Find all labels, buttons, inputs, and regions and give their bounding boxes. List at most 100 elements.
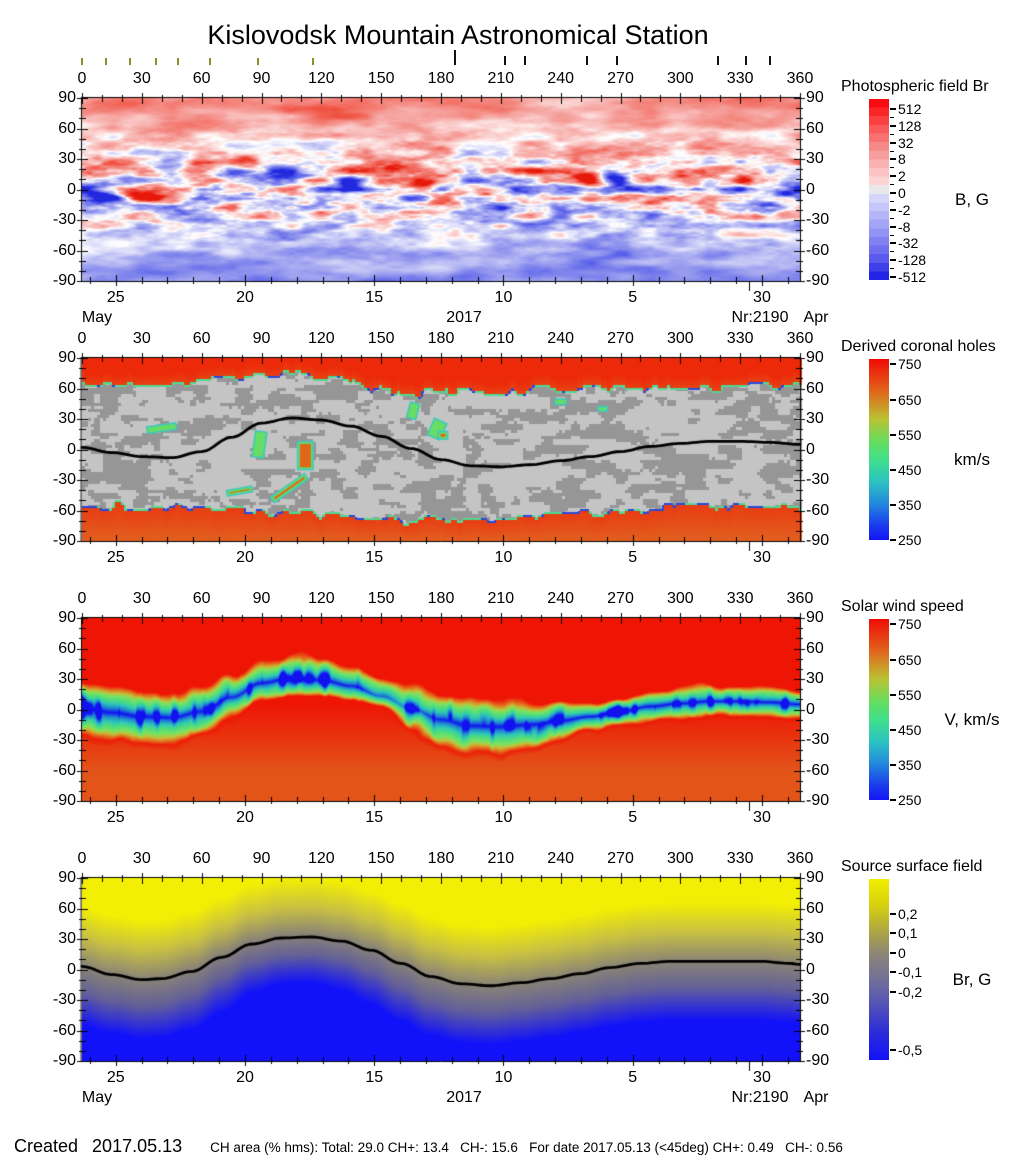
solar-wind-speed-colorbar (869, 619, 889, 800)
footer: Created 2017.05.13 CH area (% hms): Tota… (14, 1136, 843, 1157)
lat-tick-label-right: -90 (806, 272, 830, 289)
lat-tick-label-left: 30 (58, 410, 76, 427)
day-tick-label: 25 (106, 809, 125, 826)
colorbar-tick (890, 1049, 896, 1052)
colorbar-tick-label: 0 (898, 945, 906, 962)
observation-tick-olive (104, 58, 107, 65)
colorbar-tick-label: 450 (898, 721, 922, 738)
lat-tick-label-right: -90 (806, 792, 830, 809)
lon-tick-label: 270 (607, 590, 634, 607)
year-label: 2017 (446, 1089, 482, 1106)
colorbar-tick-label: 250 (898, 792, 922, 808)
lon-tick-label: 360 (786, 850, 814, 867)
lat-tick-label-left: 0 (30, 961, 76, 979)
lon-tick-label: 210 (487, 70, 515, 87)
lat-tick-label-right: 0 (806, 960, 815, 978)
rotation-number: Nr:2190 (731, 309, 789, 326)
source-surface-field-colorbar (869, 879, 889, 1060)
observation-tick-black (615, 56, 618, 65)
lon-tick-label: 180 (427, 330, 455, 347)
day-tick-label: 25 (106, 289, 125, 306)
colorbar-tick (890, 913, 896, 916)
lat-tick-label-left: -90 (52, 1052, 76, 1069)
colorbar-tick (890, 971, 896, 974)
colorbar-tick (890, 623, 896, 626)
lat-tick-label-left: -60 (52, 241, 76, 259)
lat-tick-label-left: 0 (30, 701, 76, 719)
day-tick-label: 15 (365, 809, 384, 826)
lat-tick-label-right: 30 (806, 670, 824, 687)
lon-tick-label: 60 (192, 330, 211, 347)
day-tick-label: 5 (628, 1069, 638, 1086)
lon-tick-label: 300 (666, 330, 694, 347)
lon-tick-label: 180 (427, 590, 455, 607)
lon-tick-label: 150 (367, 330, 395, 347)
colorbar-minor-tick (890, 251, 894, 253)
colorbar-tick-label: -0,5 (898, 1042, 923, 1059)
lon-tick-label: 30 (132, 70, 151, 87)
colorbar-minor-tick (890, 184, 894, 186)
lat-tick-label-right: -60 (806, 1021, 830, 1039)
lon-tick-label: 240 (547, 330, 575, 347)
colorbar-tick-label: -128 (898, 252, 927, 269)
observation-tick-black (769, 56, 772, 65)
lon-tick-label: 0 (77, 70, 87, 87)
lon-tick-label: 360 (786, 70, 814, 87)
rotation-number: Nr:2190 (731, 1089, 789, 1106)
lat-tick-label-left: -60 (52, 1021, 76, 1039)
colorbar-tick (890, 363, 896, 366)
lat-tick-label-left: -60 (52, 761, 76, 779)
lon-tick-label: 120 (307, 330, 335, 347)
month-label-left: May (81, 1089, 113, 1106)
lon-tick-label: 330 (726, 590, 754, 607)
observation-tick-olive (312, 58, 315, 65)
colorbar-tick-label: 750 (898, 616, 922, 633)
colorbar-tick-label: 750 (898, 356, 922, 373)
lon-tick-label: 240 (547, 850, 575, 867)
colorbar-tick (890, 141, 896, 144)
colorbar-minor-tick (890, 133, 894, 135)
lat-tick-label-left: 60 (58, 899, 76, 917)
lon-tick-label: 180 (427, 850, 455, 867)
colorbar-tick-label: 550 (898, 686, 922, 703)
source-surface-field-map-canvas (72, 868, 810, 1071)
colorbar-tick-label: -32 (898, 235, 919, 252)
lat-tick-label-left: 30 (58, 150, 76, 167)
colorbar-tick-label: -512 (898, 268, 927, 285)
colorbar-tick-label: 2 (898, 168, 906, 185)
colorbar-tick (890, 658, 896, 661)
lat-tick-label-right: 60 (806, 379, 824, 397)
lat-tick-label-left: 30 (58, 930, 76, 947)
day-tick-label: 15 (365, 1069, 384, 1086)
lat-tick-label-right: -60 (806, 241, 830, 259)
lat-tick-label-left: -30 (52, 471, 76, 488)
lon-tick-label: 270 (607, 70, 634, 87)
colorbar-tick-label: -8 (898, 218, 911, 235)
observation-tick-olive (81, 58, 83, 65)
day-tick-label: 5 (628, 809, 638, 826)
colorbar-tick-label: -0,1 (898, 964, 923, 981)
colorbar-minor-tick (890, 217, 894, 219)
photospheric-field-colorbar-title: Photospheric field Br (841, 78, 989, 95)
lon-tick-label: 240 (547, 590, 575, 607)
colorbar-minor-tick (890, 234, 894, 236)
lon-tick-label: 360 (786, 590, 814, 607)
lon-tick-label: 120 (307, 850, 335, 867)
lon-tick-label: 150 (367, 850, 395, 867)
colorbar-tick (890, 191, 896, 194)
colorbar-tick (890, 468, 896, 471)
day-tick-label: 30 (753, 809, 771, 826)
month-label-right: Apr (803, 1089, 829, 1106)
coronal-holes-unit-label: km/s (954, 450, 990, 469)
colorbar-tick (890, 275, 896, 278)
colorbar-tick-label: -0,2 (898, 983, 923, 1000)
lon-tick-label: 210 (487, 330, 515, 347)
solar-wind-speed-unit-label: V, km/s (944, 710, 1000, 729)
lat-tick-label-right: -60 (806, 501, 830, 519)
lat-tick-label-left: -90 (52, 272, 76, 289)
colorbar-tick-label: 650 (898, 391, 922, 408)
lat-tick-label-right: 90 (806, 869, 824, 886)
colorbar-tick-label: 250 (898, 532, 922, 548)
lon-tick-label: 240 (547, 70, 575, 87)
lat-tick-label-left: -90 (52, 532, 76, 549)
